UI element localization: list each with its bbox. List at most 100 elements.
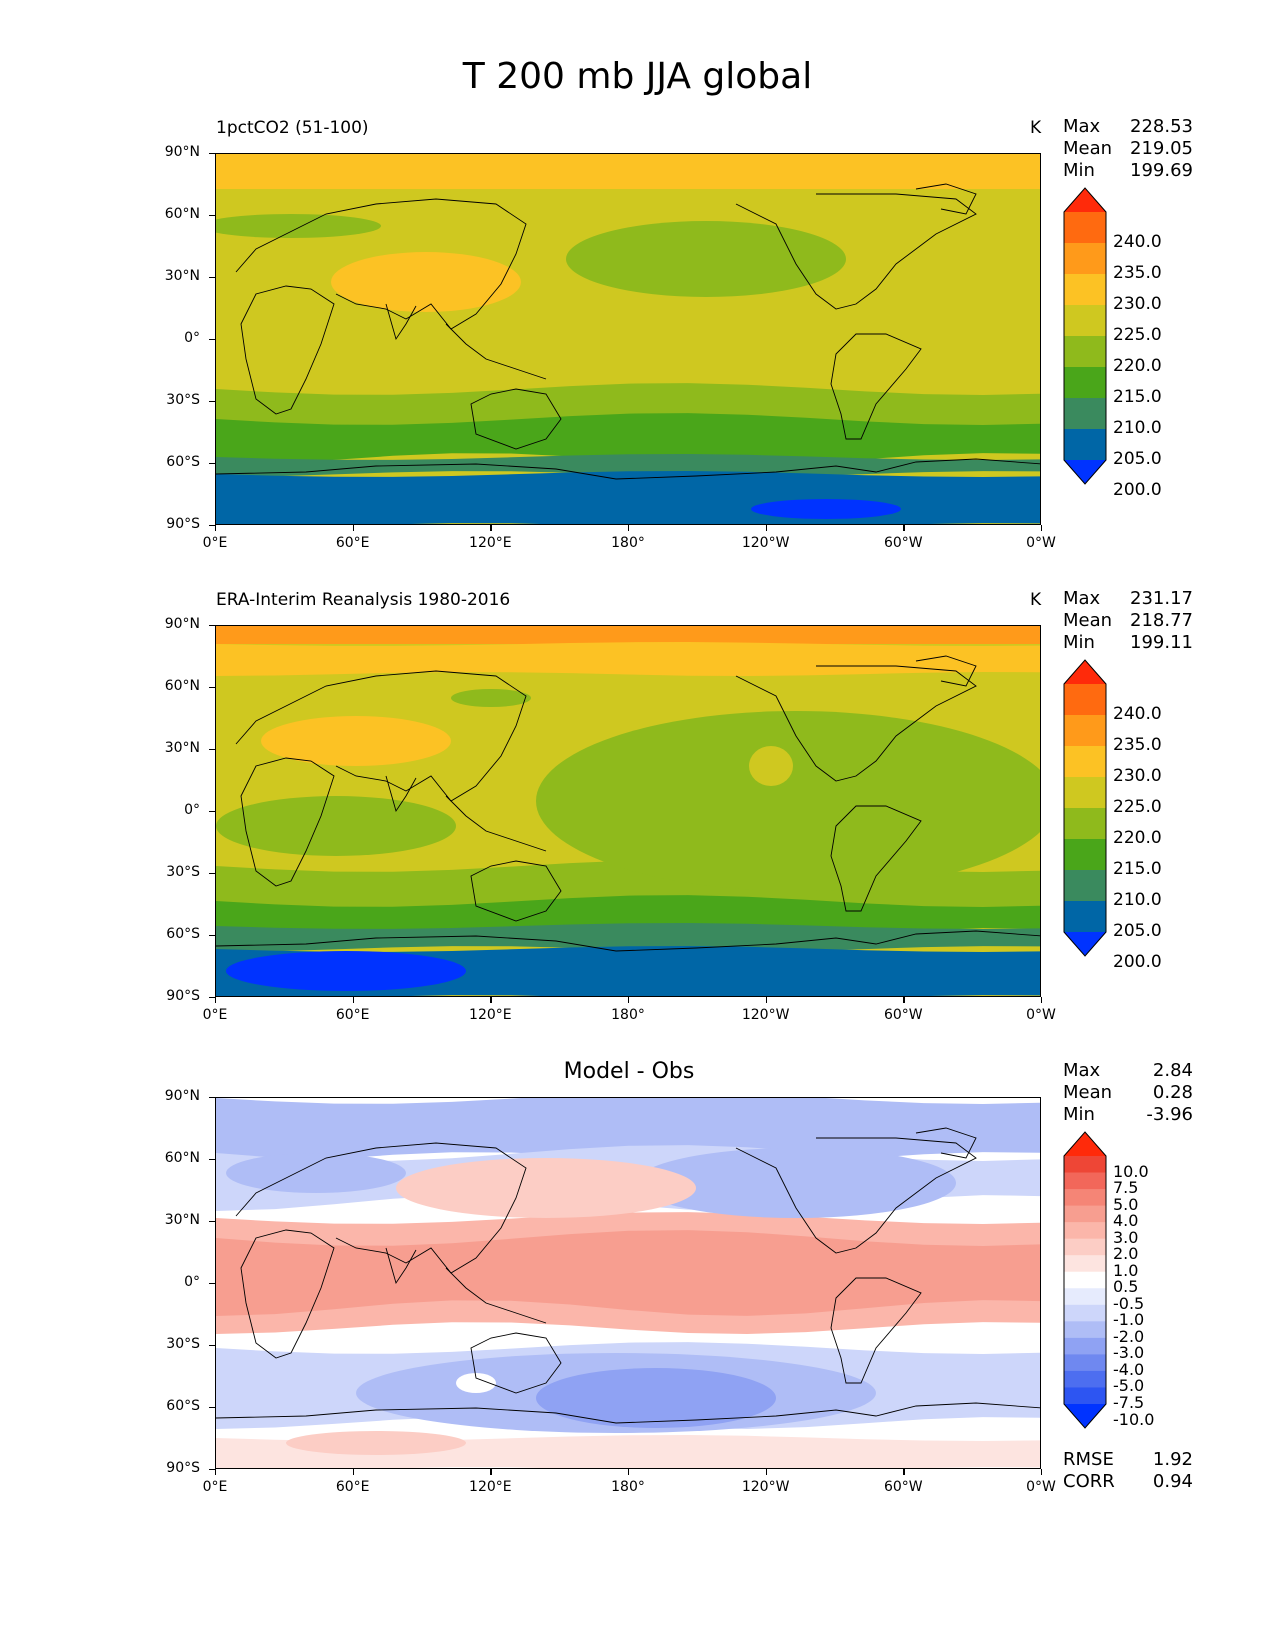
colorbar-outline xyxy=(1063,187,1107,485)
colorbar-segment xyxy=(1064,1255,1106,1273)
lat-tick-label: 60°N xyxy=(164,678,200,694)
lat-tick-mark xyxy=(209,339,215,341)
lat-tick-label: 30°S xyxy=(166,864,200,880)
colorbar-segment xyxy=(1064,870,1106,902)
field-200 xyxy=(216,471,1040,524)
lon-tick-label: 120°E xyxy=(469,535,512,551)
stat-value: 0.28 xyxy=(1152,1082,1193,1103)
field-210 xyxy=(216,413,1040,465)
metric-value: 0.94 xyxy=(1152,1471,1193,1492)
lat-tick-mark xyxy=(209,463,215,465)
stat-row: Min 199.69 xyxy=(1063,160,1193,182)
colorbar-tick-label: 5.0 xyxy=(1113,1194,1139,1214)
field-215-indian xyxy=(216,796,456,856)
colorbar-tick-label: -1.0 xyxy=(1113,1310,1145,1330)
lon-tick-mark xyxy=(628,525,630,531)
lon-tick-label: 60°E xyxy=(335,1007,370,1023)
lat-tick-label: 90°N xyxy=(164,616,200,632)
panel-model: 1pctCO2 (51-100) K Max 228.53 Mean 219.05 Mi… xyxy=(0,116,1275,588)
colorbar-tick-label: 215.0 xyxy=(1113,859,1162,879)
stat-label: Min xyxy=(1063,1104,1095,1125)
stats-block: Max 228.53 Mean 219.05 Min 199.69 xyxy=(1063,116,1193,182)
panel-title: Model - Obs xyxy=(563,1059,695,1084)
lon-tick-mark xyxy=(352,525,354,531)
coastline-segment xyxy=(915,1127,977,1159)
field-neg2-na xyxy=(636,1148,956,1218)
colorbar-tick-label: 205.0 xyxy=(1113,921,1162,941)
coastline-segment xyxy=(445,795,547,852)
lon-tick-label: 120°W xyxy=(741,535,790,551)
coastline-segment xyxy=(235,1142,527,1274)
lon-tick-label: 120°W xyxy=(741,1007,790,1023)
colorbar-segment xyxy=(1064,715,1106,747)
colorbar-segment xyxy=(1064,336,1106,368)
lat-tick-mark xyxy=(209,153,215,155)
colorbar-tick-label: -10.0 xyxy=(1113,1409,1155,1429)
lat-tick-label: 30°N xyxy=(164,268,200,284)
lat-tick-mark xyxy=(209,625,215,627)
metric-label: CORR xyxy=(1063,1471,1115,1492)
field-205 xyxy=(216,454,1040,477)
stat-row: Min -3.96 xyxy=(1063,1104,1193,1126)
field-195-antarctic xyxy=(751,499,901,519)
colorbar-tick-label: 200.0 xyxy=(1113,480,1162,500)
colorbar-tick-label: -0.5 xyxy=(1113,1293,1145,1313)
colorbar-segment xyxy=(1064,1304,1106,1322)
colorbar-outline xyxy=(1063,1131,1107,1429)
field-215-asia xyxy=(451,689,531,707)
colorbar-tick-label: 210.0 xyxy=(1113,890,1162,910)
lat-tick-label: 60°S xyxy=(166,1398,200,1414)
coastline-segment xyxy=(235,198,527,330)
lon-tick-mark xyxy=(215,1469,217,1475)
lon-tick-label: 60°W xyxy=(883,1007,923,1023)
stat-value: 218.77 xyxy=(1130,610,1193,631)
lon-tick-mark xyxy=(765,997,767,1003)
stat-label: Max xyxy=(1063,1060,1101,1081)
lon-tick-mark xyxy=(490,525,492,531)
stat-row: Mean 0.28 xyxy=(1063,1082,1193,1104)
stat-label: Mean xyxy=(1063,1082,1113,1103)
lon-tick-mark xyxy=(215,997,217,1003)
colorbar-segment xyxy=(1064,1288,1106,1306)
coastline-segment xyxy=(385,1247,417,1285)
colorbar-extend-max xyxy=(1064,188,1106,212)
lon-tick-label: 180° xyxy=(611,1479,645,1495)
metric-row: RMSE 1.92 xyxy=(1063,1449,1193,1471)
colorbar-tick-label: 225.0 xyxy=(1113,325,1162,345)
lon-tick-mark xyxy=(765,525,767,531)
colorbar-segment xyxy=(1064,212,1106,244)
coastline-segment xyxy=(216,458,1040,480)
units-label: K xyxy=(1030,590,1042,610)
metric-value: 1.92 xyxy=(1152,1449,1193,1470)
lon-tick-label: 60°E xyxy=(335,1479,370,1495)
coastline xyxy=(216,183,1040,480)
field-neg3-south xyxy=(536,1368,776,1428)
coastline xyxy=(216,1127,1040,1424)
stat-label: Min xyxy=(1063,160,1095,181)
lat-tick-mark xyxy=(209,525,215,527)
colorbar-segment xyxy=(1064,777,1106,809)
lon-tick-label: 120°W xyxy=(741,1479,790,1495)
lon-tick-mark xyxy=(490,1469,492,1475)
colorbar-tick-label: 230.0 xyxy=(1113,294,1162,314)
lat-tick-mark xyxy=(209,749,215,751)
map-plot xyxy=(215,153,1041,525)
colorbar-tick-label: 0.5 xyxy=(1113,1277,1139,1297)
stat-label: Mean xyxy=(1063,610,1113,631)
stat-value: 2.84 xyxy=(1152,1060,1193,1081)
colorbar-segment xyxy=(1064,1387,1106,1405)
lon-tick-mark xyxy=(1041,525,1043,531)
lat-tick-mark xyxy=(209,811,215,813)
lat-tick-label: 30°S xyxy=(166,392,200,408)
colorbar-segment xyxy=(1064,1370,1106,1388)
lon-tick-mark xyxy=(352,1469,354,1475)
colorbar-tick-label: 205.0 xyxy=(1113,449,1162,469)
lon-tick-mark xyxy=(215,525,217,531)
coastline-segment xyxy=(216,1402,1040,1424)
colorbar-segment xyxy=(1064,243,1106,275)
lat-tick-mark xyxy=(209,935,215,937)
field-zero-spot xyxy=(456,1373,496,1393)
colorbar-tick-label: 235.0 xyxy=(1113,263,1162,283)
stat-row: Mean 218.77 xyxy=(1063,610,1193,632)
lat-tick-mark xyxy=(209,873,215,875)
